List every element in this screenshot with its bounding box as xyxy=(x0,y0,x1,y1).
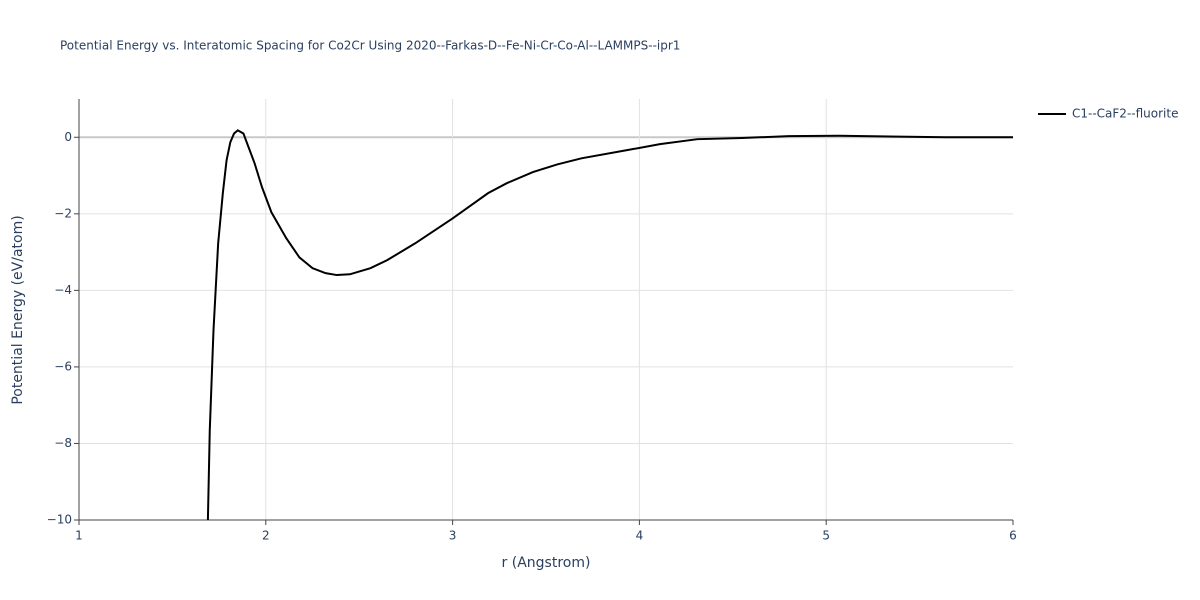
x-tick-label: 2 xyxy=(262,529,270,543)
x-tick-label: 4 xyxy=(636,529,644,543)
x-tick-label: 6 xyxy=(1009,529,1017,543)
y-axis-title: Potential Energy (eV/atom) xyxy=(10,215,26,404)
x-tick-label: 1 xyxy=(75,529,83,543)
x-tick-label: 5 xyxy=(822,529,830,543)
y-tick-label: −2 xyxy=(54,206,72,220)
y-tick-label: 0 xyxy=(64,130,72,144)
y-tick-label: −10 xyxy=(47,513,72,527)
chart-title: Potential Energy vs. Interatomic Spacing… xyxy=(60,39,680,53)
x-axis-title: r (Angstrom) xyxy=(502,555,591,571)
y-tick-label: −8 xyxy=(54,436,72,450)
data-line xyxy=(206,129,1013,520)
legend-label: C1--CaF2--fluorite xyxy=(1072,107,1178,121)
y-tick-label: −4 xyxy=(54,283,72,297)
x-tick-label: 3 xyxy=(449,529,457,543)
y-tick-label: −6 xyxy=(54,359,72,373)
